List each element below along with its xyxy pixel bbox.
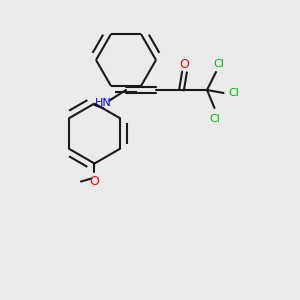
Text: Cl: Cl	[228, 88, 239, 98]
Text: Cl: Cl	[214, 58, 224, 69]
Text: Cl: Cl	[209, 114, 220, 124]
Text: O: O	[90, 175, 99, 188]
Text: O: O	[180, 58, 189, 71]
Text: HN: HN	[95, 98, 112, 109]
